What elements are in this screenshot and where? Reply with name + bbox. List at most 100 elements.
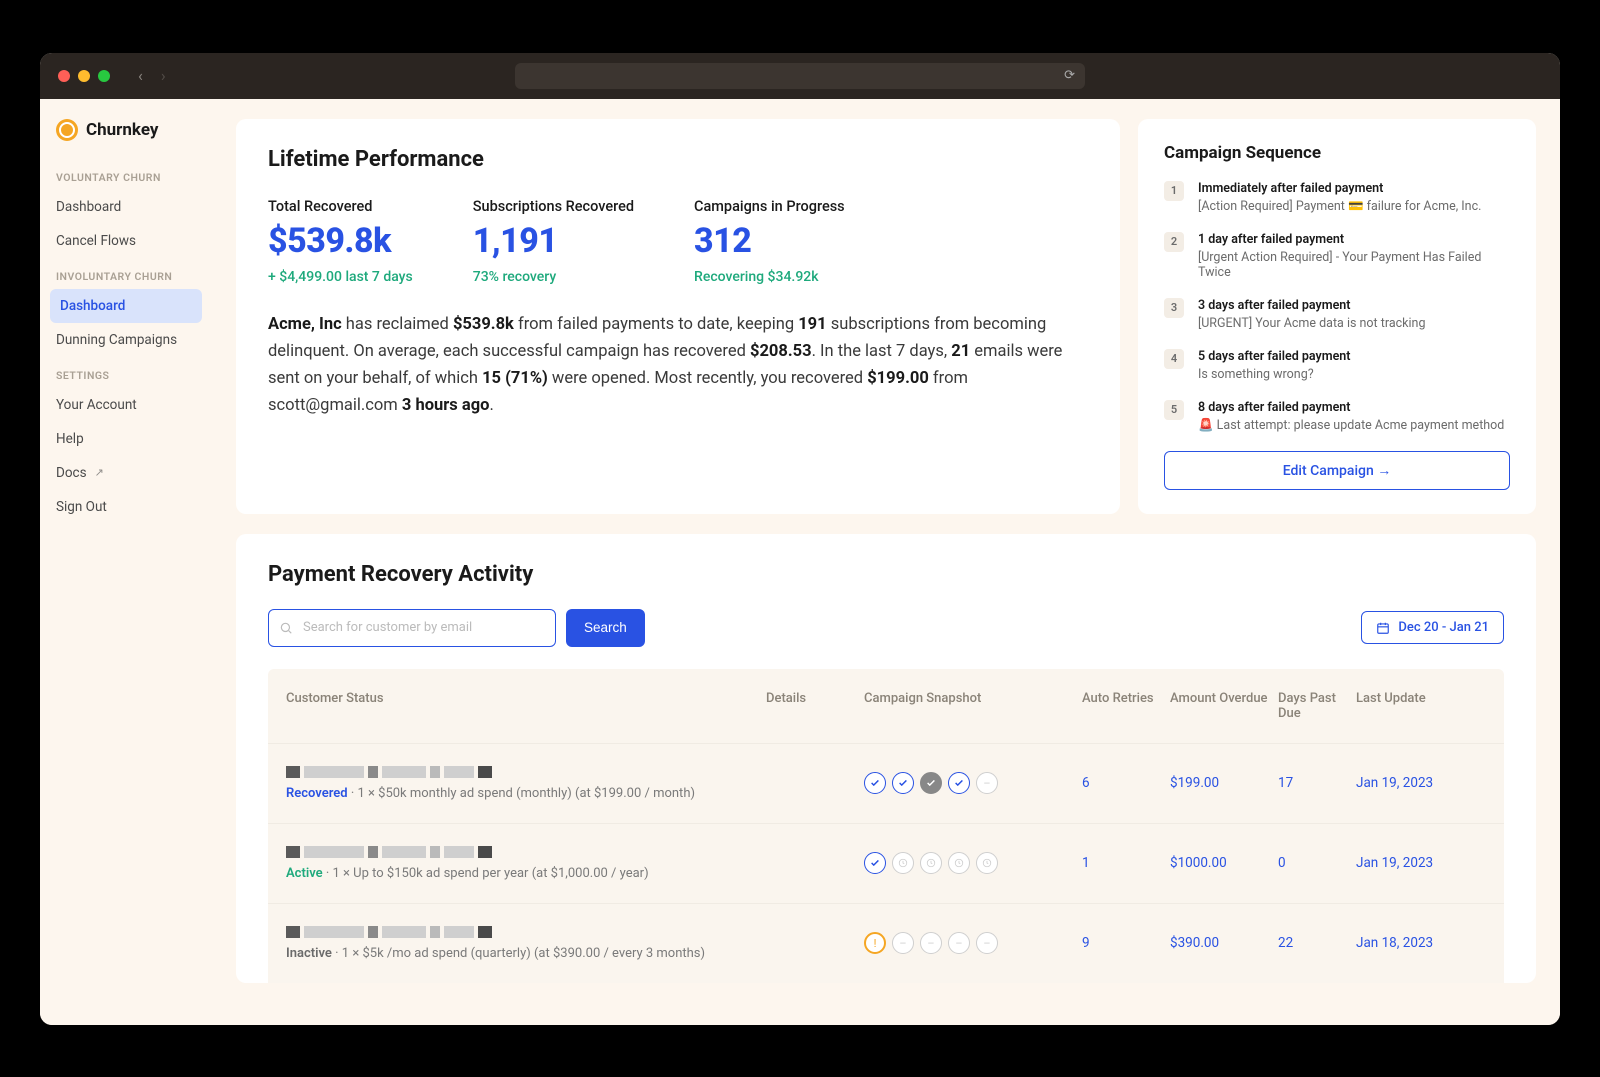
cell-overdue: $199.00 [1170,775,1270,791]
snapshot-step-icon [892,852,914,874]
payment-recovery-title: Payment Recovery Activity [268,562,1504,587]
table-row[interactable]: Inactive · 1 × $5k /mo ad spend (quarter… [268,903,1504,983]
sequence-step-timing: Immediately after failed payment [1198,181,1510,196]
metric-label: Total Recovered [268,198,413,215]
sequence-step-subject: 🚨 Last attempt: please update Acme payme… [1198,418,1510,433]
sequence-step[interactable]: 4 5 days after failed payment Is somethi… [1164,349,1510,382]
cell-snapshot: !–––– [864,932,1074,954]
col-days-past-due: Days Past Due [1278,691,1348,721]
cell-customer: Active · 1 × Up to $150k ad spend per ye… [286,846,758,881]
customer-plan-line: Recovered · 1 × $50k monthly ad spend (m… [286,786,758,801]
sequence-step[interactable]: 1 Immediately after failed payment [Acti… [1164,181,1510,214]
edit-campaign-button[interactable]: Edit Campaign → [1164,451,1510,490]
campaign-sequence-title: Campaign Sequence [1164,143,1510,163]
cell-days: 22 [1278,935,1348,951]
snapshot-step-icon: – [976,932,998,954]
sequence-step-timing: 3 days after failed payment [1198,298,1510,313]
close-window-button[interactable] [58,70,70,82]
forward-button[interactable]: › [161,66,166,85]
brand-logo-icon [56,119,78,141]
back-button[interactable]: ‹ [138,66,143,85]
minimize-window-button[interactable] [78,70,90,82]
table-row[interactable]: Active · 1 × Up to $150k ad spend per ye… [268,823,1504,903]
maximize-window-button[interactable] [98,70,110,82]
sequence-step-subject: [Urgent Action Required] - Your Payment … [1198,250,1510,280]
snapshot-step-icon: – [892,932,914,954]
date-range-picker[interactable]: Dec 20 - Jan 21 [1361,611,1504,644]
snapshot-step-icon [892,772,914,794]
brand-name: Churnkey [86,120,158,140]
performance-summary: Acme, Inc has reclaimed $539.8k from fai… [268,311,1088,420]
activity-toolbar: Search for customer by email Search Dec … [268,609,1504,647]
nav-item-dunning-campaigns[interactable]: Dunning Campaigns [40,323,212,357]
customer-plan-line: Active · 1 × Up to $150k ad spend per ye… [286,866,758,881]
metric-value: $539.8k [268,221,413,261]
nav-section-label: VOLUNTARY CHURN [40,159,212,190]
col-campaign-snapshot: Campaign Snapshot [864,691,1074,721]
main-content: Lifetime Performance Total Recovered $53… [212,99,1560,1025]
col-amount-overdue: Amount Overdue [1170,691,1270,721]
url-bar[interactable]: ⟳ [515,63,1085,89]
summary-company: Acme, Inc [268,315,342,334]
redacted-name [286,926,758,938]
activity-table: Customer Status Details Campaign Snapsho… [268,669,1504,983]
snapshot-step-icon [920,772,942,794]
sequence-step-timing: 8 days after failed payment [1198,400,1510,415]
cell-retries: 1 [1082,855,1162,871]
metric: Total Recovered $539.8k + $4,499.00 last… [268,198,413,285]
nav-item-your-account[interactable]: Your Account [40,388,212,422]
snapshot-step-icon [864,852,886,874]
summary-email: scott@gmail.com [268,396,398,415]
snapshot-step-icon: – [920,932,942,954]
cell-days: 0 [1278,855,1348,871]
date-range-label: Dec 20 - Jan 21 [1398,620,1489,635]
col-auto-retries: Auto Retries [1082,691,1162,721]
browser-nav: ‹ › [138,66,166,85]
snapshot-step-icon: – [976,772,998,794]
search-input[interactable]: Search for customer by email [268,609,556,647]
cell-retries: 9 [1082,935,1162,951]
cell-customer: Recovered · 1 × $50k monthly ad spend (m… [286,766,758,801]
table-row[interactable]: Recovered · 1 × $50k monthly ad spend (m… [268,743,1504,823]
metric-subtext: Recovering $34.92k [694,269,845,285]
cell-update: Jan 19, 2023 [1356,775,1486,791]
cell-snapshot: – [864,772,1074,794]
search-placeholder: Search for customer by email [303,620,472,635]
snapshot-step-icon [864,772,886,794]
metric-subtext: 73% recovery [473,269,634,285]
nav-item-sign-out[interactable]: Sign Out [40,490,212,524]
payment-recovery-card: Payment Recovery Activity Search for cus… [236,534,1536,983]
nav-item-cancel-flows[interactable]: Cancel Flows [40,224,212,258]
col-customer-status: Customer Status [286,691,758,721]
sequence-step-number: 4 [1164,349,1184,369]
brand[interactable]: Churnkey [40,119,212,159]
redacted-name [286,846,758,858]
nav-item-docs[interactable]: Docs↗ [40,456,212,490]
snapshot-step-icon [976,852,998,874]
snapshot-step-icon: ! [864,932,886,954]
sequence-step[interactable]: 5 8 days after failed payment 🚨 Last att… [1164,400,1510,433]
cell-update: Jan 19, 2023 [1356,855,1486,871]
metric: Subscriptions Recovered 1,191 73% recove… [473,198,634,285]
nav-item-dashboard[interactable]: Dashboard [50,289,202,323]
cell-overdue: $1000.00 [1170,855,1270,871]
metric-value: 312 [694,221,845,261]
external-link-icon: ↗ [95,466,104,479]
nav-item-help[interactable]: Help [40,422,212,456]
cell-customer: Inactive · 1 × $5k /mo ad spend (quarter… [286,926,758,961]
browser-window: ‹ › ⟳ Churnkey VOLUNTARY CHURNDashboardC… [40,53,1560,1025]
snapshot-step-icon: – [948,932,970,954]
sequence-step[interactable]: 2 1 day after failed payment [Urgent Act… [1164,232,1510,280]
campaign-sequence-card: Campaign Sequence 1 Immediately after fa… [1138,119,1536,514]
reload-icon[interactable]: ⟳ [1064,68,1075,83]
sequence-step[interactable]: 3 3 days after failed payment [URGENT] Y… [1164,298,1510,331]
redacted-name [286,766,758,778]
lifetime-performance-title: Lifetime Performance [268,147,1088,172]
search-button[interactable]: Search [566,609,645,647]
snapshot-step-icon [948,772,970,794]
nav-item-dashboard[interactable]: Dashboard [40,190,212,224]
window-controls [58,70,110,82]
sidebar: Churnkey VOLUNTARY CHURNDashboardCancel … [40,99,212,1025]
cell-snapshot [864,852,1074,874]
sequence-step-number: 1 [1164,181,1184,201]
